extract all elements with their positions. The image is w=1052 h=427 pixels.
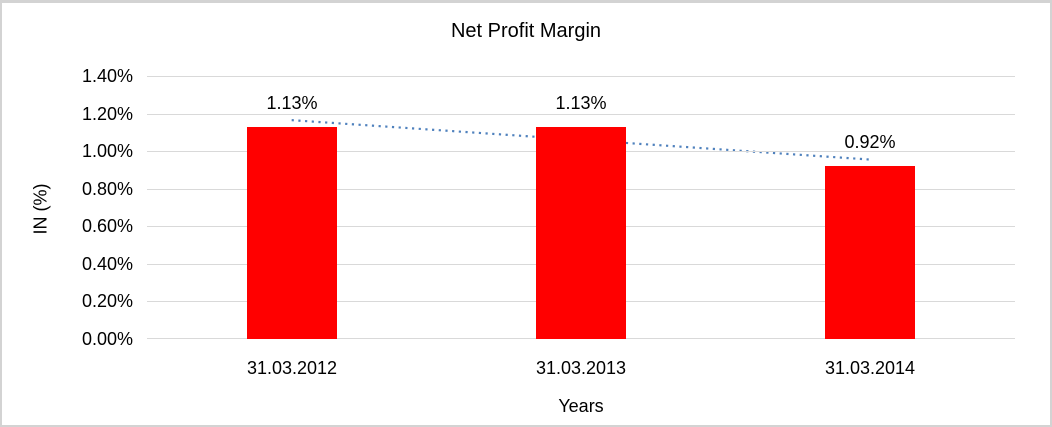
y-axis-tick-label: 0.80% [81, 179, 133, 199]
bar [247, 127, 337, 339]
plot-area: 1.13% 1.13% 0.92% [147, 76, 1015, 339]
y-axis-tick-label: 1.40% [81, 66, 133, 86]
y-axis-tick-label: 1.00% [81, 141, 133, 161]
x-axis-tick-label: 31.03.2012 [246, 358, 338, 378]
gridline [147, 114, 1015, 115]
x-axis-title: Years [558, 396, 604, 416]
bar-data-label: 0.92% [844, 132, 896, 152]
y-axis-tick-label: 0.00% [81, 329, 133, 349]
y-axis-tick-label: 0.40% [81, 254, 133, 274]
bar [825, 166, 915, 339]
bar-data-label: 1.13% [555, 93, 607, 113]
x-axis-tick-label: 31.03.2014 [824, 358, 916, 378]
chart-title: Net Profit Margin [450, 20, 602, 42]
y-axis-tick-label: 0.60% [81, 216, 133, 236]
bar [536, 127, 626, 339]
y-axis-tick-label: 0.20% [81, 291, 133, 311]
x-axis-tick-label: 31.03.2013 [535, 358, 627, 378]
y-axis-tick-label: 1.20% [81, 104, 133, 124]
gridline [147, 76, 1015, 77]
bar-data-label: 1.13% [266, 93, 318, 113]
